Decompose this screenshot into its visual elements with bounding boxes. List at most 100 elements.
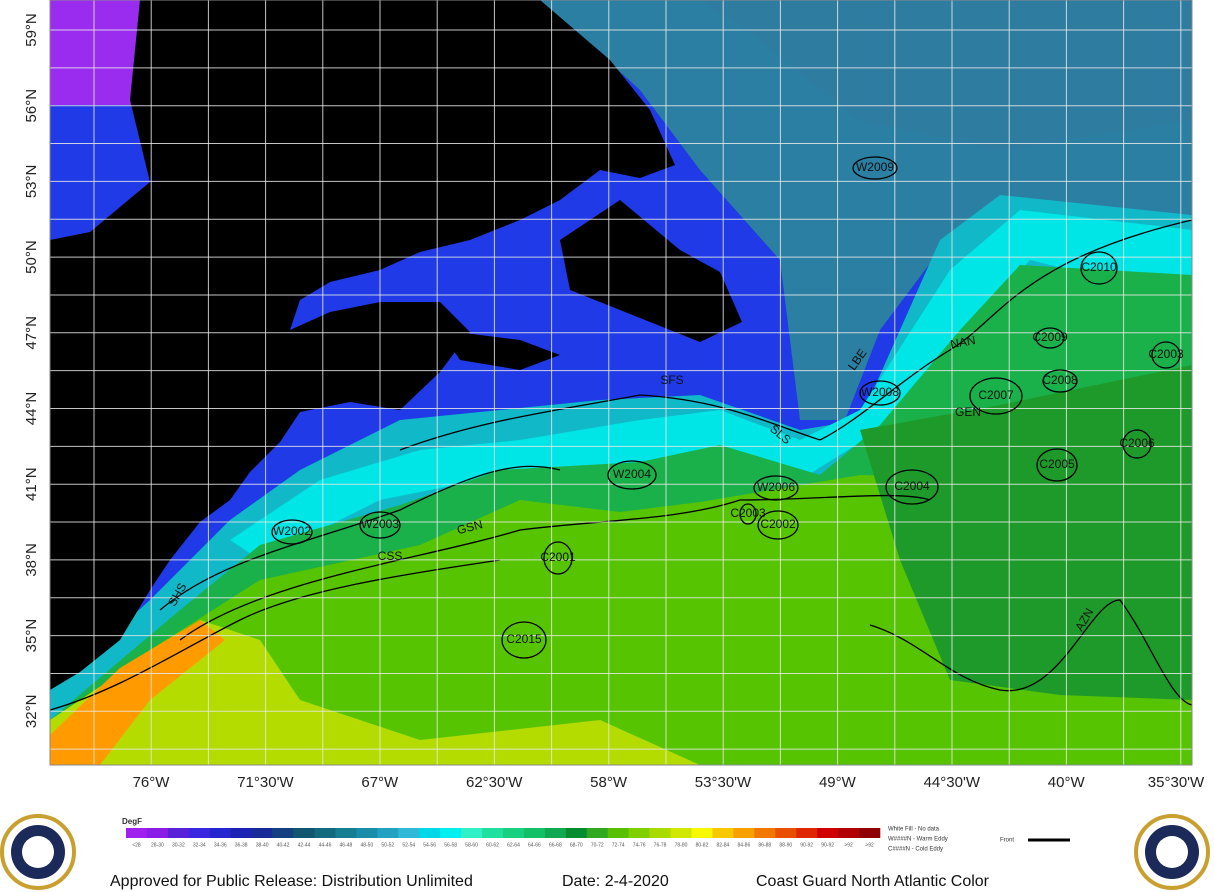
legend-swatch bbox=[230, 828, 252, 838]
legend-swatch bbox=[754, 828, 776, 838]
legend-range: 52-54 bbox=[402, 842, 415, 848]
front-key: Front bbox=[1000, 838, 1014, 844]
labrador-sea bbox=[700, 0, 1192, 150]
land bbox=[560, 200, 742, 342]
legend-range: 72-74 bbox=[612, 842, 625, 848]
latitude-label: 32°N bbox=[23, 695, 40, 729]
eddy-label: C2005 bbox=[1039, 457, 1075, 471]
legend-swatch bbox=[335, 828, 357, 838]
legend-swatch bbox=[649, 828, 671, 838]
eddy-label: W2003 bbox=[361, 517, 399, 531]
longitude-label: 62°30'W bbox=[466, 774, 523, 791]
eddy-ring bbox=[271, 519, 313, 545]
legend-range: 90-92 bbox=[800, 842, 813, 848]
legend-range: 36-38 bbox=[235, 842, 248, 848]
legend-swatch bbox=[586, 828, 609, 838]
legend-title: DegF bbox=[122, 817, 142, 826]
land bbox=[50, 0, 675, 690]
eddy-label: C2010 bbox=[1081, 260, 1117, 274]
legend-range: 76-78 bbox=[654, 842, 667, 848]
legend-swatch bbox=[628, 828, 650, 838]
front-label: SFS bbox=[660, 373, 683, 387]
legend-swatch bbox=[838, 828, 860, 838]
legend-range: 88-90 bbox=[779, 842, 792, 848]
legend-range: 82-84 bbox=[717, 842, 730, 848]
front-line bbox=[869, 599, 1192, 706]
legend-swatch bbox=[775, 828, 797, 838]
eddy-ring bbox=[543, 541, 573, 575]
eddy-label: C2009 bbox=[1032, 330, 1068, 344]
eddy-ring bbox=[757, 510, 799, 540]
eddy-ring bbox=[852, 156, 898, 180]
eddy-label: C2008 bbox=[1042, 373, 1078, 387]
legend-range: 62-64 bbox=[507, 842, 520, 848]
legend-range: 60-62 bbox=[486, 842, 499, 848]
longitude-label: 58°W bbox=[590, 774, 628, 791]
eddy-label: W2002 bbox=[273, 524, 311, 538]
legend-range: 46-48 bbox=[340, 842, 353, 848]
legend: DegF Front <28 28-30 30-32 32-34 34-36 36-38 3… bbox=[122, 817, 1070, 853]
legend-range: 54-56 bbox=[423, 842, 436, 848]
legend-range: 74-76 bbox=[633, 842, 646, 848]
eddy-ring bbox=[739, 503, 757, 525]
legend-range: 84-86 bbox=[737, 842, 750, 848]
legend-swatch bbox=[209, 828, 232, 838]
eddy-ring bbox=[359, 511, 401, 539]
legend-range: 28-30 bbox=[151, 842, 164, 848]
front-label: CSS bbox=[378, 549, 403, 563]
eddy-ring bbox=[501, 621, 547, 659]
front-label: GEN bbox=[955, 405, 981, 419]
legend-swatch bbox=[544, 828, 567, 838]
eddy-ring bbox=[1035, 327, 1065, 349]
legend-swatch bbox=[565, 828, 588, 838]
latitude-label: 44°N bbox=[23, 392, 40, 426]
logo-right bbox=[1134, 814, 1210, 890]
axes: 59°N 56°N 53°N 50°N 47°N 44°N 41°N 38°N 35°N 32°N… bbox=[23, 13, 1205, 791]
legend-swatch bbox=[398, 828, 420, 838]
legend-range: 48-50 bbox=[360, 842, 373, 848]
longitude-label: 35°30'W bbox=[1148, 774, 1205, 791]
eddy-ring bbox=[1036, 448, 1078, 482]
legend-range: 38-40 bbox=[256, 842, 269, 848]
legend-swatch bbox=[440, 828, 462, 838]
front-label: GSN bbox=[455, 517, 484, 537]
legend-swatch bbox=[859, 828, 881, 838]
legend-swatch bbox=[356, 828, 378, 838]
latitude-label: 50°N bbox=[23, 240, 40, 274]
date: Date: 2-4-2020 bbox=[562, 873, 669, 890]
legend-key: White Fill - No data bbox=[888, 827, 940, 833]
latitude-label: 53°N bbox=[23, 165, 40, 199]
legend-swatch bbox=[796, 828, 818, 838]
legend-key: C####N - Cold Eddy bbox=[888, 847, 943, 853]
legend-swatch bbox=[670, 828, 692, 838]
legend-swatch bbox=[419, 828, 441, 838]
eddy-ring bbox=[1122, 429, 1152, 459]
hudson-water bbox=[50, 0, 140, 105]
eddy-ring bbox=[969, 377, 1023, 415]
legend-range: 86-88 bbox=[758, 842, 771, 848]
eddy-label: W2008 bbox=[861, 385, 899, 399]
longitude-label: 67°W bbox=[361, 774, 399, 791]
longitude-label: 53°30'W bbox=[695, 774, 752, 791]
legend-swatch bbox=[167, 828, 190, 838]
legend-range: 42-44 bbox=[298, 842, 311, 848]
front-label: NAN bbox=[949, 333, 976, 351]
map-frame bbox=[49, 0, 1193, 766]
eddy-ring bbox=[885, 469, 939, 505]
map: W2009 C2010 C2009 C2003 C2008 W2008 C2007 C2006… bbox=[50, 0, 1192, 765]
legend-swatch bbox=[377, 828, 399, 838]
eddy-label: C2002 bbox=[760, 517, 796, 531]
legend-range: 40-42 bbox=[277, 842, 290, 848]
legend-swatch bbox=[817, 828, 839, 838]
legend-range: >92 bbox=[844, 842, 853, 848]
legend-swatch bbox=[314, 828, 336, 838]
legend-range: 70-72 bbox=[591, 842, 604, 848]
eddy-label: C2003 bbox=[1148, 347, 1184, 361]
legend-swatch bbox=[188, 828, 211, 838]
eddy-label: W2004 bbox=[613, 467, 651, 481]
legend-swatch bbox=[126, 828, 148, 838]
legend-swatch bbox=[293, 828, 315, 838]
latitude-label: 38°N bbox=[23, 543, 40, 577]
sargasso-water bbox=[50, 620, 700, 765]
